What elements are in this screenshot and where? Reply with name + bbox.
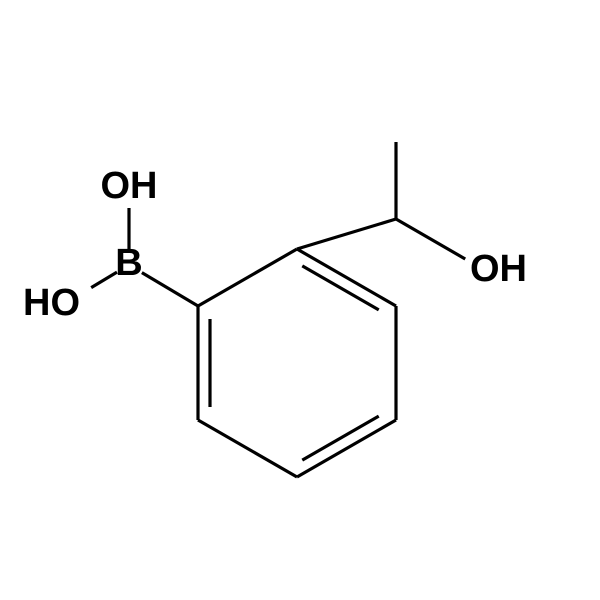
bond: [297, 219, 396, 249]
bond: [91, 272, 117, 287]
bond: [142, 273, 198, 306]
bond: [297, 420, 396, 477]
atom-label: OH: [470, 248, 527, 290]
chemical-structure: B HO OH OH: [0, 0, 600, 600]
bond: [396, 219, 465, 259]
bond: [297, 249, 396, 306]
atom-label: HO: [23, 282, 80, 324]
atom-label: B: [115, 242, 142, 284]
atom-label: OH: [101, 165, 158, 207]
bond: [198, 420, 297, 477]
bond: [198, 249, 297, 306]
